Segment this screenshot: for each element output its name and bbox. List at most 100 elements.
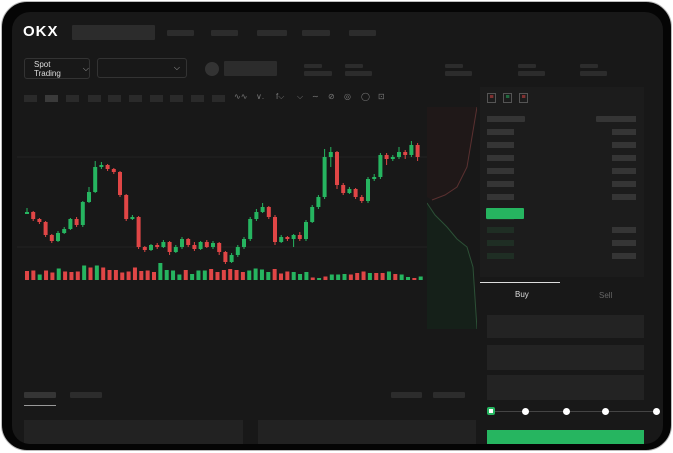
volume-bar bbox=[418, 276, 423, 280]
timeframe-button[interactable] bbox=[108, 95, 121, 102]
chevron-down-icon: ⌵ bbox=[173, 63, 180, 72]
bid-price[interactable] bbox=[487, 227, 514, 233]
tab-sell[interactable]: Sell bbox=[599, 291, 613, 300]
slider-step-75[interactable] bbox=[602, 408, 609, 415]
timeframe-button[interactable] bbox=[129, 95, 142, 102]
nav-item[interactable] bbox=[302, 30, 330, 36]
nav-item[interactable] bbox=[211, 30, 238, 36]
candle-body bbox=[80, 202, 85, 225]
orderbook-both-icon[interactable]: ≡ bbox=[487, 93, 496, 103]
candle-body bbox=[242, 239, 246, 247]
bottom-action[interactable] bbox=[433, 392, 465, 398]
bid-price[interactable] bbox=[487, 240, 514, 246]
timeframe-button[interactable] bbox=[150, 95, 163, 102]
timeframe-button-active[interactable] bbox=[45, 95, 58, 102]
nav-item[interactable] bbox=[349, 30, 376, 36]
order-amount bbox=[612, 129, 636, 135]
dropdown-icon[interactable]: ⌵ bbox=[297, 92, 304, 101]
slider-step-100[interactable] bbox=[653, 408, 660, 415]
candle-body bbox=[142, 247, 147, 250]
timeframe-button[interactable] bbox=[191, 95, 204, 102]
bid-price[interactable] bbox=[487, 253, 514, 259]
slider-step-25[interactable] bbox=[522, 408, 529, 415]
candle-body bbox=[124, 195, 129, 219]
tab-order-history[interactable] bbox=[70, 392, 102, 398]
compare-icon[interactable]: ∨. bbox=[256, 92, 265, 101]
candle-body bbox=[43, 222, 48, 235]
timeframe-button[interactable] bbox=[88, 95, 101, 102]
volume-bar bbox=[139, 271, 144, 280]
candle-body bbox=[130, 217, 135, 219]
percent-slider-handle[interactable] bbox=[487, 407, 495, 415]
okx-logo[interactable]: OKX bbox=[23, 23, 59, 40]
candle-body bbox=[260, 207, 265, 212]
candle-body bbox=[204, 242, 209, 247]
search-bar[interactable] bbox=[72, 25, 155, 40]
order-amount bbox=[612, 227, 636, 233]
candle-body bbox=[254, 212, 259, 219]
tab-buy[interactable]: Buy bbox=[515, 290, 529, 299]
slider-step-50[interactable] bbox=[563, 408, 570, 415]
order-amount bbox=[612, 253, 636, 259]
timeframe-button[interactable] bbox=[66, 95, 79, 102]
line-tool-icon[interactable]: ∼ bbox=[312, 92, 319, 101]
ask-price[interactable] bbox=[487, 129, 514, 135]
ask-price[interactable] bbox=[487, 116, 514, 122]
order-amount bbox=[612, 116, 636, 122]
settings-icon[interactable]: ◎ bbox=[344, 92, 351, 101]
percent-slider-track[interactable] bbox=[492, 411, 657, 412]
nav-item[interactable] bbox=[167, 30, 194, 36]
tab-open-orders[interactable] bbox=[24, 392, 56, 398]
volume-bar bbox=[234, 270, 239, 280]
depth-chart bbox=[427, 107, 477, 329]
stat-label bbox=[445, 64, 463, 68]
volume-bar bbox=[50, 272, 55, 280]
spot-trading-selector[interactable]: Spot Trading ⌵ bbox=[24, 58, 90, 79]
draw-icon[interactable]: ⊘ bbox=[328, 92, 335, 101]
price-input[interactable] bbox=[487, 315, 644, 338]
volume-bar bbox=[37, 274, 42, 280]
stat-value bbox=[345, 71, 372, 76]
camera-icon[interactable]: ◯ bbox=[361, 92, 370, 101]
volume-bar bbox=[82, 265, 87, 280]
ask-price[interactable] bbox=[487, 155, 514, 161]
buy-button[interactable] bbox=[487, 430, 644, 444]
candle-body bbox=[25, 212, 29, 214]
ask-price[interactable] bbox=[487, 168, 514, 174]
timeframe-button[interactable] bbox=[24, 95, 37, 102]
orderbook-asks-icon[interactable]: ≡ bbox=[519, 93, 528, 103]
stat-value bbox=[304, 71, 332, 76]
candle-body bbox=[291, 235, 296, 239]
bottom-action[interactable] bbox=[391, 392, 422, 398]
candle-body bbox=[62, 229, 67, 233]
orderbook-bids-icon[interactable]: ≡ bbox=[503, 93, 512, 103]
volume-bar bbox=[113, 270, 118, 280]
volume-bar bbox=[202, 270, 207, 280]
indicator-icon[interactable]: ∿∿ bbox=[234, 92, 248, 101]
nav-item[interactable] bbox=[257, 30, 287, 36]
candle-body bbox=[49, 235, 54, 241]
candle-body bbox=[403, 152, 408, 155]
total-input[interactable] bbox=[487, 375, 644, 400]
volume-bar bbox=[272, 269, 277, 280]
pair-selector[interactable]: ⌵ bbox=[97, 58, 187, 78]
candle-body bbox=[180, 239, 184, 247]
timeframe-button[interactable] bbox=[212, 95, 225, 102]
timeframe-button[interactable] bbox=[170, 95, 183, 102]
volume-bar bbox=[412, 278, 417, 280]
candle-body bbox=[353, 189, 358, 197]
candle-body bbox=[155, 245, 160, 247]
amount-input[interactable] bbox=[487, 345, 644, 370]
ask-price[interactable] bbox=[487, 142, 514, 148]
volume-bar bbox=[253, 268, 258, 280]
candle-body bbox=[248, 219, 253, 239]
candle-body bbox=[173, 247, 178, 252]
ask-price[interactable] bbox=[487, 194, 514, 200]
candlestick-chart[interactable] bbox=[12, 107, 482, 372]
fullscreen-icon[interactable]: ⊡ bbox=[378, 92, 385, 101]
ask-price[interactable] bbox=[487, 181, 514, 187]
volume-bar bbox=[393, 274, 398, 280]
candle-body bbox=[279, 237, 284, 242]
fx-icon[interactable]: f⌵ bbox=[276, 92, 285, 101]
last-price bbox=[486, 208, 524, 219]
